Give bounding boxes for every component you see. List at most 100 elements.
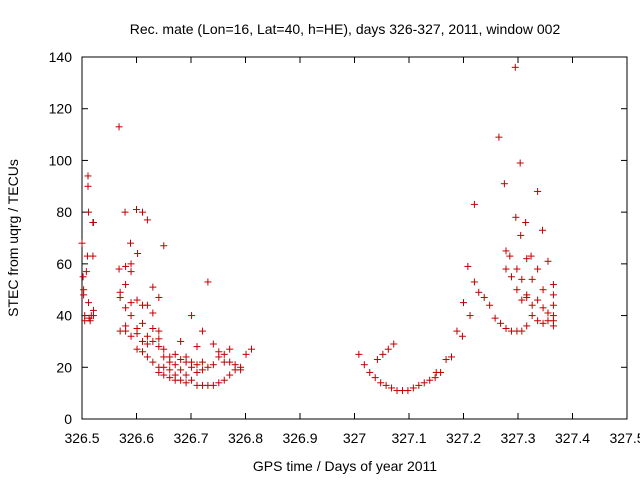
data-point (149, 358, 157, 366)
data-point (198, 366, 206, 374)
data-point (539, 226, 547, 234)
data-point (193, 368, 201, 376)
y-axis: 0 20 40 60 80 100 120 140 (49, 49, 627, 427)
data-point (371, 374, 379, 382)
data-point (470, 278, 478, 286)
data-point (470, 200, 478, 208)
data-point (502, 325, 510, 332)
x-tick-label: 327.4 (555, 430, 590, 446)
data-point (518, 275, 526, 283)
data-point (220, 376, 228, 384)
data-point (193, 343, 201, 351)
data-point (204, 278, 212, 286)
x-tick-label: 326.9 (282, 430, 317, 446)
data-point (149, 337, 157, 345)
data-point (518, 327, 526, 335)
data-point (404, 387, 412, 395)
data-point (523, 255, 531, 263)
data-point (171, 361, 179, 369)
data-point (160, 353, 168, 361)
data-point (390, 340, 398, 348)
data-point (149, 325, 157, 332)
data-point (155, 368, 163, 376)
data-point (115, 265, 123, 273)
x-axis-label: GPS time / Days of year 2011 (253, 458, 437, 474)
data-point (127, 332, 135, 340)
chart-title: Rec. mate (Lon=16, Lat=40, h=HE), days 3… (130, 21, 561, 37)
data-point (188, 376, 196, 384)
data-point (513, 286, 521, 294)
data-point (475, 288, 483, 296)
data-point (166, 358, 174, 366)
data-point (511, 63, 519, 71)
plot-area: 326.5 326.6 326.7 326.8 326.9 327 327.1 327.2 32… (49, 49, 640, 446)
data-point (143, 340, 151, 348)
data-points (78, 63, 557, 395)
x-tick-label: 326.8 (228, 430, 263, 446)
data-point (242, 350, 250, 358)
x-tick-label: 327.5 (609, 430, 640, 446)
data-point (534, 296, 542, 304)
y-tick-label: 140 (49, 49, 73, 65)
data-point (549, 322, 557, 330)
data-point (516, 159, 524, 167)
y-tick-label: 80 (56, 204, 72, 220)
data-point (549, 281, 557, 289)
data-point (534, 317, 542, 325)
data-point (138, 319, 146, 327)
data-point (384, 345, 392, 353)
data-point (79, 273, 87, 281)
data-point (115, 123, 123, 131)
data-point (544, 309, 552, 317)
data-point (127, 260, 135, 268)
data-point (127, 312, 135, 320)
data-point (506, 252, 514, 260)
data-point (237, 366, 245, 374)
data-point (160, 363, 168, 371)
data-point (497, 319, 505, 327)
data-point (355, 350, 363, 358)
data-point (215, 379, 223, 387)
data-point (127, 268, 135, 276)
data-point (155, 293, 163, 301)
data-point (143, 353, 151, 361)
y-axis-label: STEC from uqrg / TECUs (5, 159, 21, 317)
data-point (116, 293, 124, 301)
data-point (149, 309, 157, 317)
data-point (377, 379, 385, 387)
data-point (80, 291, 88, 299)
data-point (502, 265, 510, 273)
data-point (549, 291, 557, 299)
data-point (166, 366, 174, 374)
data-point (138, 337, 146, 345)
x-tick-label: 326.5 (64, 430, 99, 446)
data-point (486, 301, 494, 309)
data-point (448, 353, 456, 361)
data-point (138, 348, 146, 356)
data-point (85, 208, 93, 216)
data-point (453, 327, 461, 335)
data-point (527, 252, 535, 260)
y-tick-label: 100 (49, 152, 73, 168)
data-point (122, 327, 130, 335)
data-point (177, 356, 185, 364)
y-tick-label: 40 (56, 308, 72, 324)
data-point (500, 180, 508, 188)
data-point (143, 332, 151, 340)
data-point (437, 368, 445, 376)
data-point (182, 371, 190, 379)
data-point (464, 262, 472, 270)
x-tick-label: 326.7 (173, 430, 208, 446)
x-tick-label: 326.6 (119, 430, 154, 446)
data-point (512, 213, 520, 221)
data-point (215, 353, 223, 361)
data-point (460, 299, 467, 307)
data-point (89, 218, 97, 226)
data-point (379, 350, 387, 358)
data-point (480, 293, 488, 301)
data-point (155, 343, 163, 351)
data-point (209, 340, 217, 348)
data-point (209, 381, 217, 389)
data-point (442, 356, 450, 364)
